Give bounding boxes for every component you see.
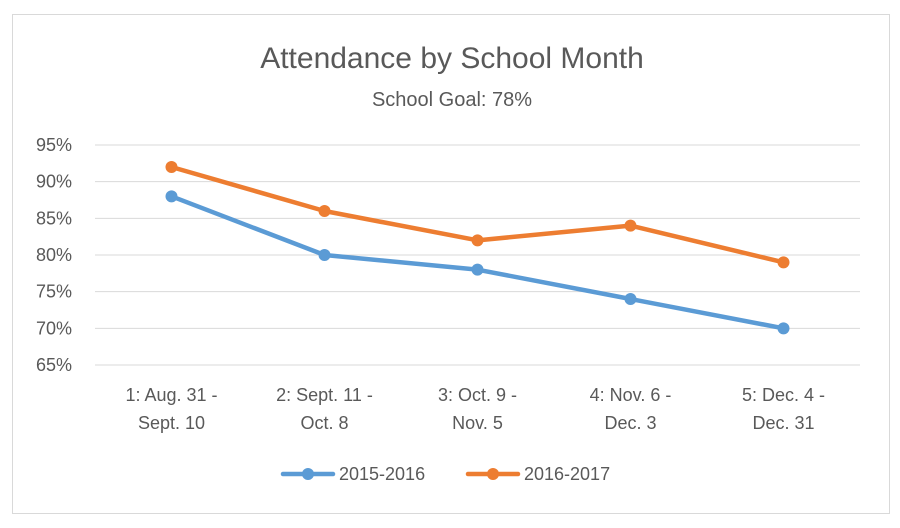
chart-title: Attendance by School Month <box>260 42 644 75</box>
data-point <box>471 263 484 276</box>
y-tick-label: 85% <box>36 208 72 228</box>
y-tick-label: 65% <box>36 355 72 375</box>
legend: 2015-2016 2016-2017 <box>280 464 610 484</box>
x-tick-label: Dec. 31 <box>752 413 814 433</box>
x-axis: 1: Aug. 31 - Sept. 10 2: Sept. 11 - Oct. 8 3… <box>125 385 825 433</box>
y-tick-label: 80% <box>36 245 72 265</box>
data-point <box>165 190 178 203</box>
series-group <box>165 161 790 335</box>
series-line-2015-2016 <box>169 194 786 331</box>
data-point <box>318 205 331 217</box>
x-tick-label: 4: Nov. 6 - <box>590 385 672 405</box>
y-tick-label: 70% <box>36 318 72 338</box>
x-tick-label: Nov. 5 <box>452 413 503 433</box>
legend-marker <box>487 468 499 480</box>
legend-label: 2016-2017 <box>524 464 610 484</box>
chart-subtitle: School Goal: 78% <box>372 89 532 111</box>
legend-marker <box>302 468 314 480</box>
data-point <box>777 322 790 335</box>
data-point <box>624 293 637 305</box>
y-tick-label: 90% <box>36 172 72 192</box>
x-tick-label: Dec. 3 <box>604 413 656 433</box>
y-tick-label: 75% <box>36 282 72 302</box>
x-tick-label: 5: Dec. 4 - <box>742 385 825 405</box>
data-point <box>471 234 484 247</box>
data-point <box>624 219 637 232</box>
x-tick-label: Sept. 10 <box>138 413 205 433</box>
gridlines <box>95 144 860 366</box>
y-tick-label: 95% <box>36 135 72 155</box>
data-point <box>318 249 331 261</box>
y-axis: 65% 70% 75% 80% 85% 90% 95% <box>36 135 72 375</box>
x-tick-label: 1: Aug. 31 - <box>125 385 217 405</box>
x-tick-label: 3: Oct. 9 - <box>438 385 517 405</box>
chart-frame <box>12 14 890 514</box>
data-point <box>165 161 178 173</box>
data-point <box>777 256 790 269</box>
legend-label: 2015-2016 <box>339 464 425 484</box>
x-tick-label: 2: Sept. 11 - <box>276 385 373 405</box>
x-tick-label: Oct. 8 <box>300 413 348 433</box>
